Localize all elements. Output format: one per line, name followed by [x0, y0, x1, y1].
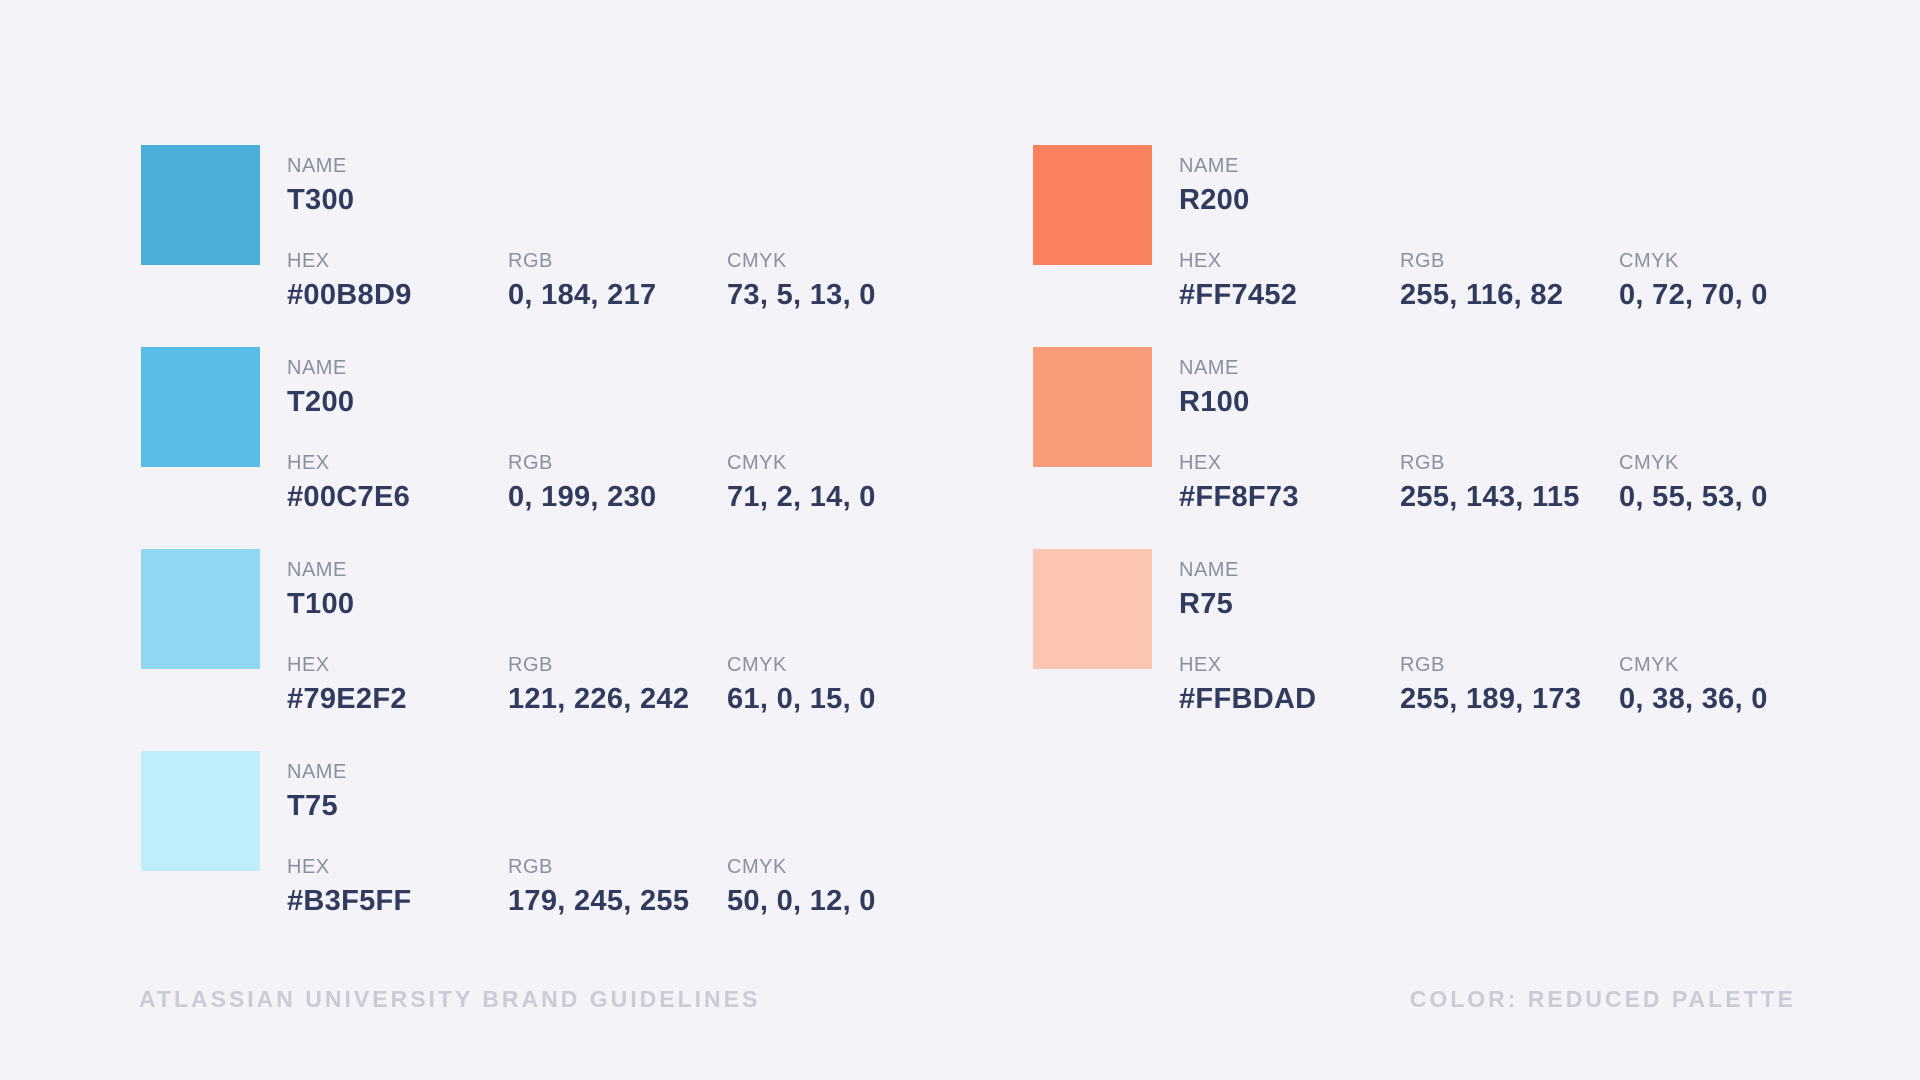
- color-card-t75: NAME T75 HEX #B3F5FF RGB 179, 245, 255 C…: [141, 751, 941, 953]
- cmyk-label: CMYK: [1619, 250, 1679, 272]
- cmyk-value: 73, 5, 13, 0: [727, 279, 876, 311]
- name-label: NAME: [1179, 559, 1239, 581]
- rgb-label: RGB: [1400, 654, 1445, 676]
- color-card-r75: NAME R75 HEX #FFBDAD RGB 255, 189, 173 C…: [1033, 549, 1833, 751]
- cmyk-value: 0, 72, 70, 0: [1619, 279, 1768, 311]
- footer-section-title: COLOR: REDUCED PALETTE: [1409, 986, 1796, 1012]
- color-card-r200: NAME R200 HEX #FF7452 RGB 255, 116, 82 C…: [1033, 145, 1833, 347]
- color-name: T75: [287, 790, 338, 822]
- hex-label: HEX: [287, 452, 330, 474]
- color-swatch-t75: [141, 751, 260, 871]
- name-label: NAME: [287, 559, 347, 581]
- color-name: R75: [1179, 588, 1234, 620]
- cmyk-value: 0, 55, 53, 0: [1619, 481, 1768, 513]
- rgb-value: 255, 143, 115: [1400, 481, 1580, 513]
- rgb-value: 0, 199, 230: [508, 481, 657, 513]
- rgb-label: RGB: [508, 856, 553, 878]
- cmyk-label: CMYK: [727, 250, 787, 272]
- color-name: T100: [287, 588, 355, 620]
- name-label: NAME: [1179, 357, 1239, 379]
- cmyk-value: 50, 0, 12, 0: [727, 885, 876, 917]
- hex-value: #79E2F2: [287, 683, 407, 715]
- color-card-t100: NAME T100 HEX #79E2F2 RGB 121, 226, 242 …: [141, 549, 941, 751]
- cmyk-value: 0, 38, 36, 0: [1619, 683, 1768, 715]
- color-swatch-r200: [1033, 145, 1152, 265]
- name-label: NAME: [287, 761, 347, 783]
- hex-label: HEX: [287, 654, 330, 676]
- hex-value: #FF7452: [1179, 279, 1298, 311]
- footer-guidelines-title: ATLASSIAN UNIVERSITY BRAND GUIDELINES: [139, 986, 761, 1012]
- color-name: T200: [287, 386, 355, 418]
- hex-value: #B3F5FF: [287, 885, 412, 917]
- rgb-label: RGB: [1400, 452, 1445, 474]
- hex-label: HEX: [287, 856, 330, 878]
- rgb-value: 0, 184, 217: [508, 279, 657, 311]
- rgb-label: RGB: [508, 654, 553, 676]
- color-name: R200: [1179, 184, 1250, 216]
- rgb-label: RGB: [1400, 250, 1445, 272]
- hex-label: HEX: [287, 250, 330, 272]
- color-swatch-t300: [141, 145, 260, 265]
- hex-label: HEX: [1179, 452, 1222, 474]
- hex-value: #FFBDAD: [1179, 683, 1317, 715]
- rgb-label: RGB: [508, 452, 553, 474]
- rgb-label: RGB: [508, 250, 553, 272]
- hex-label: HEX: [1179, 654, 1222, 676]
- color-card-r100: NAME R100 HEX #FF8F73 RGB 255, 143, 115 …: [1033, 347, 1833, 549]
- color-name: R100: [1179, 386, 1250, 418]
- color-swatch-t200: [141, 347, 260, 467]
- rgb-value: 255, 189, 173: [1400, 683, 1582, 715]
- cmyk-value: 61, 0, 15, 0: [727, 683, 876, 715]
- color-swatch-r100: [1033, 347, 1152, 467]
- rgb-value: 121, 226, 242: [508, 683, 690, 715]
- rgb-value: 255, 116, 82: [1400, 279, 1564, 311]
- cmyk-value: 71, 2, 14, 0: [727, 481, 876, 513]
- hex-value: #00B8D9: [287, 279, 412, 311]
- rgb-value: 179, 245, 255: [508, 885, 690, 917]
- color-name: T300: [287, 184, 355, 216]
- hex-value: #FF8F73: [1179, 481, 1299, 513]
- color-card-t300: NAME T300 HEX #00B8D9 RGB 0, 184, 217 CM…: [141, 145, 941, 347]
- name-label: NAME: [287, 357, 347, 379]
- cmyk-label: CMYK: [1619, 654, 1679, 676]
- cmyk-label: CMYK: [727, 654, 787, 676]
- cmyk-label: CMYK: [727, 856, 787, 878]
- color-swatch-r75: [1033, 549, 1152, 669]
- color-swatch-t100: [141, 549, 260, 669]
- hex-value: #00C7E6: [287, 481, 411, 513]
- color-card-t200: NAME T200 HEX #00C7E6 RGB 0, 199, 230 CM…: [141, 347, 941, 549]
- hex-label: HEX: [1179, 250, 1222, 272]
- name-label: NAME: [287, 155, 347, 177]
- cmyk-label: CMYK: [727, 452, 787, 474]
- cmyk-label: CMYK: [1619, 452, 1679, 474]
- name-label: NAME: [1179, 155, 1239, 177]
